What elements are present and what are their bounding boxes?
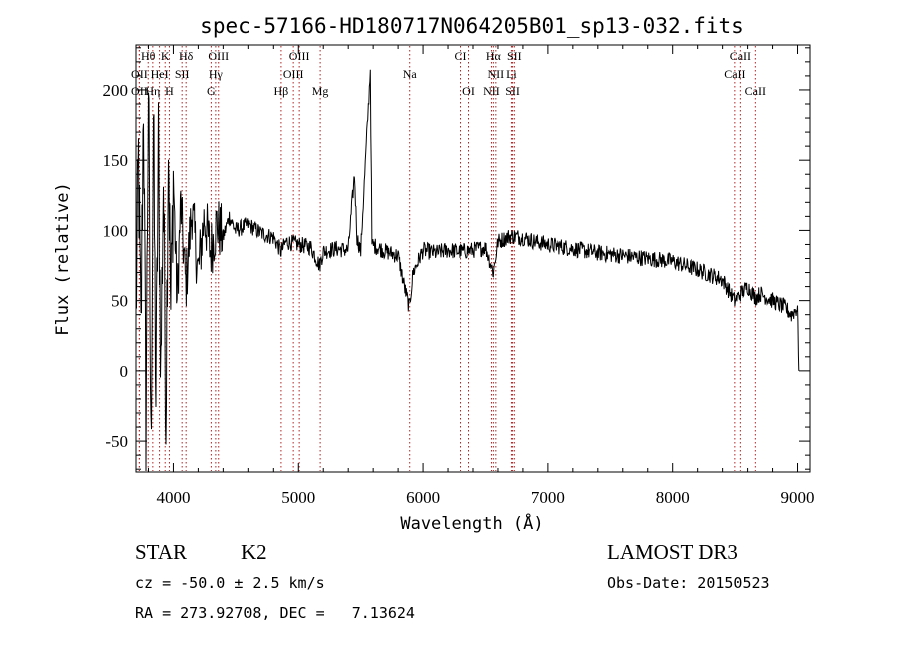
spectrum-line [135,69,800,472]
spectral-line-label: H [165,84,174,98]
spectrum-trace [135,69,800,472]
spectral-line-label: SII [505,84,520,98]
spectral-line-label: Na [403,67,418,81]
spectral-line-label: Hδ [179,49,194,63]
spectral-line-label: OIII [208,49,229,63]
spectral-line-label: Li [506,67,517,81]
survey-name: LAMOST DR3 [607,540,738,564]
spectral-line-label: Hα [486,49,502,63]
redshift-readout: cz = -50.0 ± 2.5 km/s [135,574,325,592]
spectral-line-label: SII [175,67,190,81]
x-tick-label: 8000 [656,488,690,507]
spectral-line-label: Hβ [274,84,289,98]
spectral-line-label: OII [131,84,148,98]
spectral-line-label: Hη [145,84,160,98]
spectral-line-label: OIII [289,49,310,63]
plot-frame [135,44,811,473]
axis-ticks: 4000 5000 6000 7000 8000 9000 -50 0 50 100 150 200 [103,45,815,507]
object-subclass: K2 [241,540,267,564]
x-tick-label: 5000 [281,488,315,507]
spectral-line-label: OI [462,84,475,98]
x-axis-label: Wavelength (Å) [400,512,543,534]
spectral-line-label: HeI [151,67,169,81]
y-tick-label: 0 [120,362,129,381]
spectral-line-label: NII [483,84,500,98]
spectral-line-label: Hγ [209,67,224,81]
y-tick-label: 200 [103,81,129,100]
spectral-line-label: NII [488,67,505,81]
y-tick-label: 150 [103,151,129,170]
observation-date: Obs-Date: 20150523 [607,574,770,592]
spectral-line-label: G [207,84,216,98]
spectral-line-labels: Hθ K Hδ OIII OIII CI Hα SII CaII OII HeI SII Hγ OIII N… [131,49,766,98]
x-tick-label: 6000 [406,488,440,507]
spectral-line-label: CI [455,49,467,63]
coordinates-readout: RA = 273.92708, DEC = 7.13624 [135,604,415,622]
x-tick-label: 9000 [781,488,815,507]
spectral-line-label: SII [507,49,522,63]
spectral-line-label: CaII [724,67,745,81]
x-tick-label: 7000 [531,488,565,507]
spectral-line-label: Mg [312,84,329,98]
spectral-line-label: CaII [730,49,751,63]
spectral-line-label: Hθ [141,49,156,63]
y-tick-label: 50 [111,292,128,311]
y-tick-label: -50 [105,432,128,451]
x-tick-label: 4000 [156,488,190,507]
spectral-line-label: K [161,49,170,63]
spectral-line-label: OII [131,67,148,81]
spectral-line-label: CaII [745,84,766,98]
chart-title: spec-57166-HD180717N064205B01_sp13-032.f… [200,14,744,38]
object-class: STAR [135,540,187,564]
y-axis-label: Flux (relative) [53,182,73,336]
y-tick-label: 100 [103,221,129,240]
spectral-line-label: OIII [283,67,304,81]
